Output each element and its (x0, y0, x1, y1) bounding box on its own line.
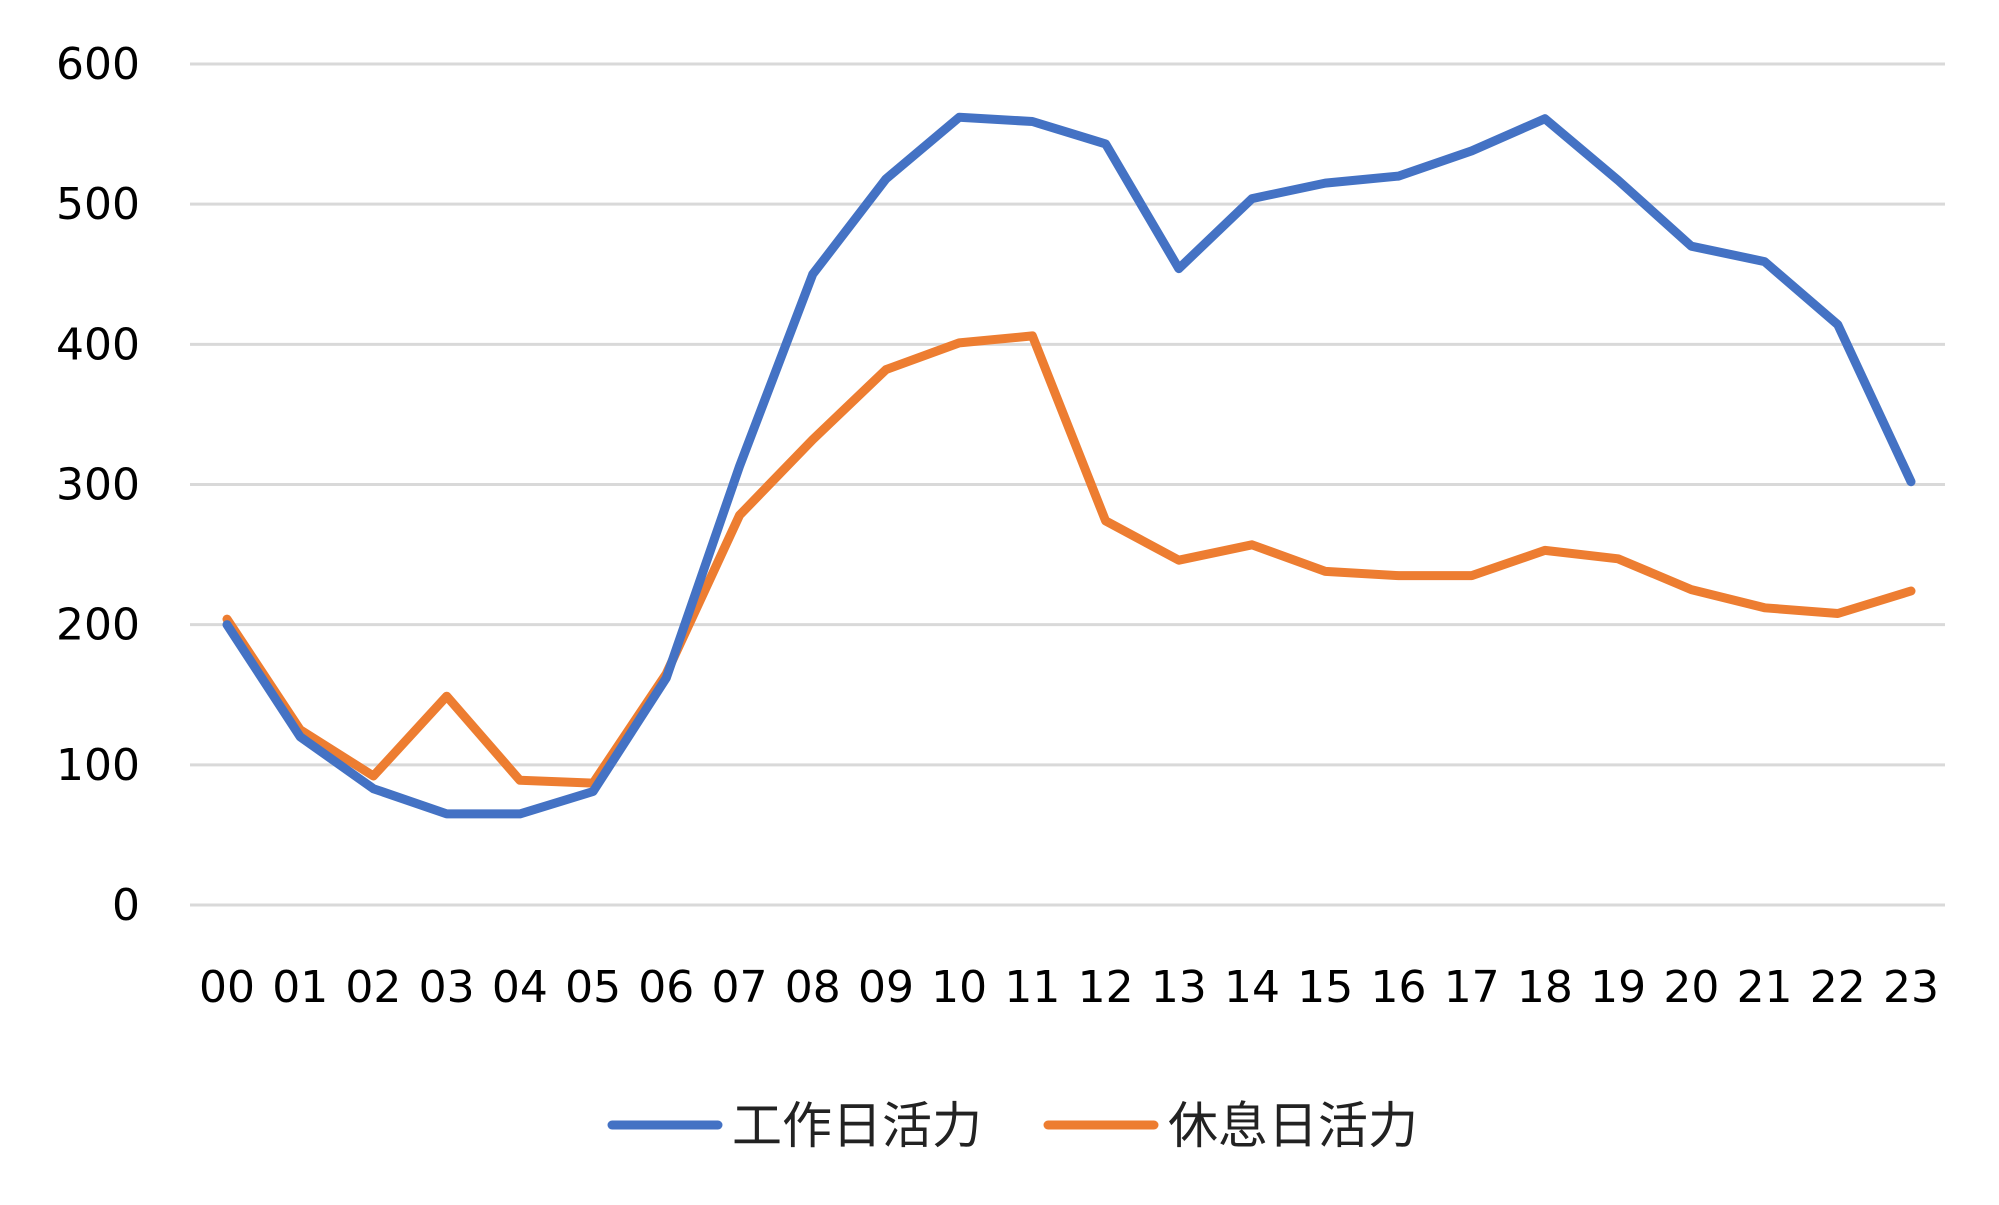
x-tick-label: 07 (712, 962, 768, 1013)
x-tick-label: 15 (1297, 962, 1353, 1013)
x-tick-label: 06 (638, 962, 694, 1013)
y-tick-label: 600 (56, 39, 140, 90)
x-tick-label: 03 (419, 962, 475, 1013)
x-axis-ticks: 00 01 02 03 04 05 06 07 08 09 10 11 12 13 14 15 16 17 18 19… (199, 962, 1939, 1013)
x-tick-label: 12 (1078, 962, 1134, 1013)
x-tick-label: 14 (1224, 962, 1280, 1013)
x-tick-label: 01 (272, 962, 328, 1013)
y-tick-label: 200 (56, 600, 140, 651)
x-tick-label: 20 (1663, 962, 1719, 1013)
gridlines (190, 62, 1945, 907)
x-tick-label: 16 (1370, 962, 1426, 1013)
x-tick-label: 00 (199, 962, 255, 1013)
series-line-1 (222, 331, 1916, 788)
x-tick-label: 04 (492, 962, 548, 1013)
series-line-0 (222, 112, 1916, 819)
x-tick-label: 02 (345, 962, 401, 1013)
legend-label-0: 工作日活力 (732, 1097, 982, 1155)
y-tick-label: 500 (56, 179, 140, 230)
x-tick-label: 23 (1883, 962, 1939, 1013)
x-tick-label: 10 (931, 962, 987, 1013)
x-tick-label: 13 (1151, 962, 1207, 1013)
x-tick-label: 18 (1517, 962, 1573, 1013)
x-tick-label: 17 (1444, 962, 1500, 1013)
series-lines (222, 112, 1916, 819)
legend-label-1: 休息日活力 (1168, 1097, 1418, 1155)
x-tick-label: 21 (1737, 962, 1793, 1013)
x-tick-label: 22 (1810, 962, 1866, 1013)
x-tick-label: 08 (785, 962, 841, 1013)
x-tick-label: 11 (1004, 962, 1060, 1013)
y-tick-label: 300 (56, 460, 140, 511)
y-tick-label: 0 (112, 880, 140, 931)
y-tick-label: 400 (56, 319, 140, 370)
x-tick-label: 19 (1590, 962, 1646, 1013)
y-axis-ticks: 0 100 200 300 400 500 600 (56, 39, 140, 931)
legend: 工作日活力 休息日活力 (607, 1097, 1418, 1155)
x-tick-label: 09 (858, 962, 914, 1013)
y-tick-label: 100 (56, 740, 140, 791)
x-tick-label: 05 (565, 962, 621, 1013)
